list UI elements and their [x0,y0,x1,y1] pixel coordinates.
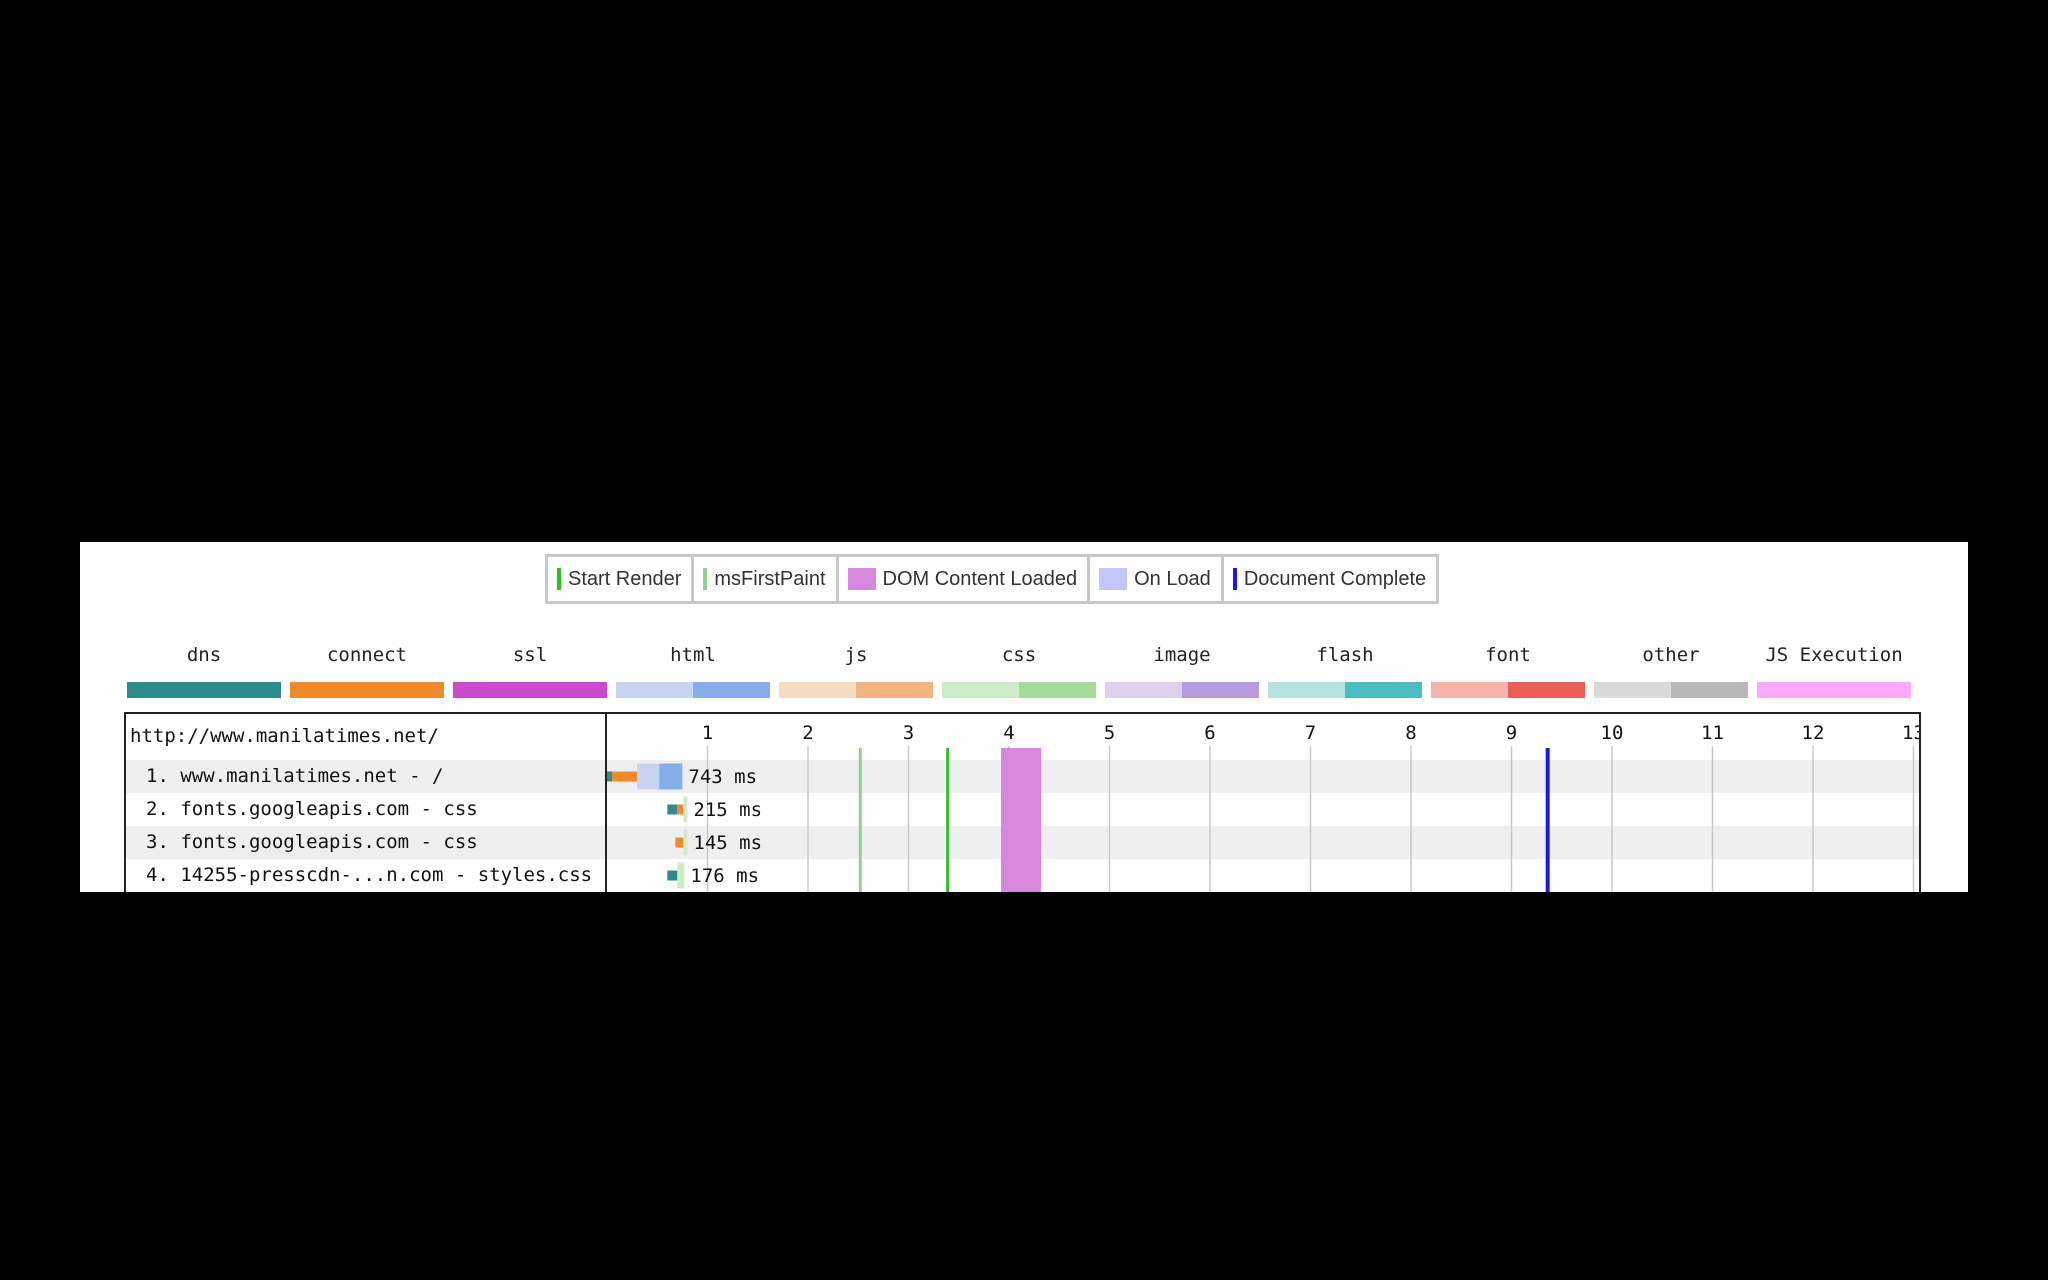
legend-document-complete: Document Complete [1224,557,1436,601]
tick-label: 13 [1902,722,1921,744]
type-bar-other [1594,682,1748,698]
legend-label: Document Complete [1243,567,1427,590]
type-label-font: font [1485,644,1531,666]
page-url: http://www.manilatimes.net/ [130,725,439,747]
document-complete-swatch [1232,568,1237,590]
tick-label: 3 [903,722,914,744]
type-label-js: js [844,644,868,666]
request-url-column: http://www.manilatimes.net/ 1. www.manil… [126,714,607,892]
request-bar-segment [607,771,613,782]
legend-label: Start Render [568,567,682,590]
dom-content-loaded-swatch [847,568,876,590]
type-bar-image [1105,682,1259,698]
request-bar-segment [683,829,688,856]
legend-label: msFirstPaint [714,567,826,590]
tick-label: 1 [702,722,713,744]
dom-content-loaded-band [1000,748,1042,892]
request-bar-segment [667,804,678,815]
type-label-html: html [670,644,716,666]
request-label[interactable]: 1. www.manilatimes.net - / [146,765,444,787]
ms-first-paint-swatch [703,568,708,590]
type-label-other: other [1642,644,1700,666]
request-bar-segment [675,837,684,848]
event-legend: Start Render msFirstPaint DOM Content Lo… [545,554,1440,604]
legend-dom-content-loaded: DOM Content Loaded [839,557,1091,601]
type-label-css: css [1001,644,1037,666]
start-render-swatch [557,568,561,590]
type-bar-dns [127,682,281,698]
on-load-swatch [1099,568,1128,590]
duration-label: 176 ms [690,865,759,887]
request-bar-segment [677,862,685,889]
request-bar-segment [659,763,683,790]
type-bar-ssl [453,682,607,698]
type-label-dns: dns [186,644,222,666]
duration-label: 145 ms [693,832,762,854]
request-bar-segment [677,804,684,815]
request-label[interactable]: 2. fonts.googleapis.com - css [146,798,478,820]
type-bar-connect [290,682,444,698]
waterfall-chart: http://www.manilatimes.net/ 1. www.manil… [124,712,1921,892]
tick-label: 10 [1601,722,1624,744]
request-bar-segment [612,771,638,782]
type-label-ssl: ssl [512,644,548,666]
type-label-connect: connect [326,644,408,666]
tick-label: 4 [1003,722,1014,744]
tick-label: 9 [1506,722,1517,744]
tick-label: 2 [802,722,813,744]
tick-label: 6 [1204,722,1215,744]
legend-label: On Load [1134,567,1211,590]
type-label-image: image [1153,644,1211,666]
waterfall-panel: Start Render msFirstPaint DOM Content Lo… [80,542,1968,892]
tick-label: 11 [1701,722,1724,744]
type-label-flash: flash [1316,644,1374,666]
request-bar-segment [683,796,688,823]
type-bar-js-execution [1757,682,1911,698]
type-bar-font [1431,682,1585,698]
legend-start-render: Start Render [548,557,695,601]
request-label[interactable]: 4. 14255-presscdn-...n.com - styles.css [146,864,593,886]
tick-label: 12 [1802,722,1825,744]
type-bar-flash [1268,682,1422,698]
type-label-js-execution: JS Execution [1765,644,1903,666]
legend-on-load: On Load [1090,557,1224,601]
legend-label: DOM Content Loaded [882,567,1078,590]
request-label[interactable]: 3. fonts.googleapis.com - css [146,831,478,853]
legend-ms-first-paint: msFirstPaint [694,557,839,601]
duration-label: 215 ms [693,799,762,821]
request-bar-segment [637,763,660,790]
tick-label: 5 [1104,722,1115,744]
tick-label: 7 [1305,722,1316,744]
request-bar-segment [667,870,678,881]
type-bar-css [942,682,1096,698]
duration-label: 743 ms [688,766,757,788]
tick-label: 8 [1405,722,1416,744]
type-bar-js [779,682,933,698]
type-bar-html [616,682,770,698]
